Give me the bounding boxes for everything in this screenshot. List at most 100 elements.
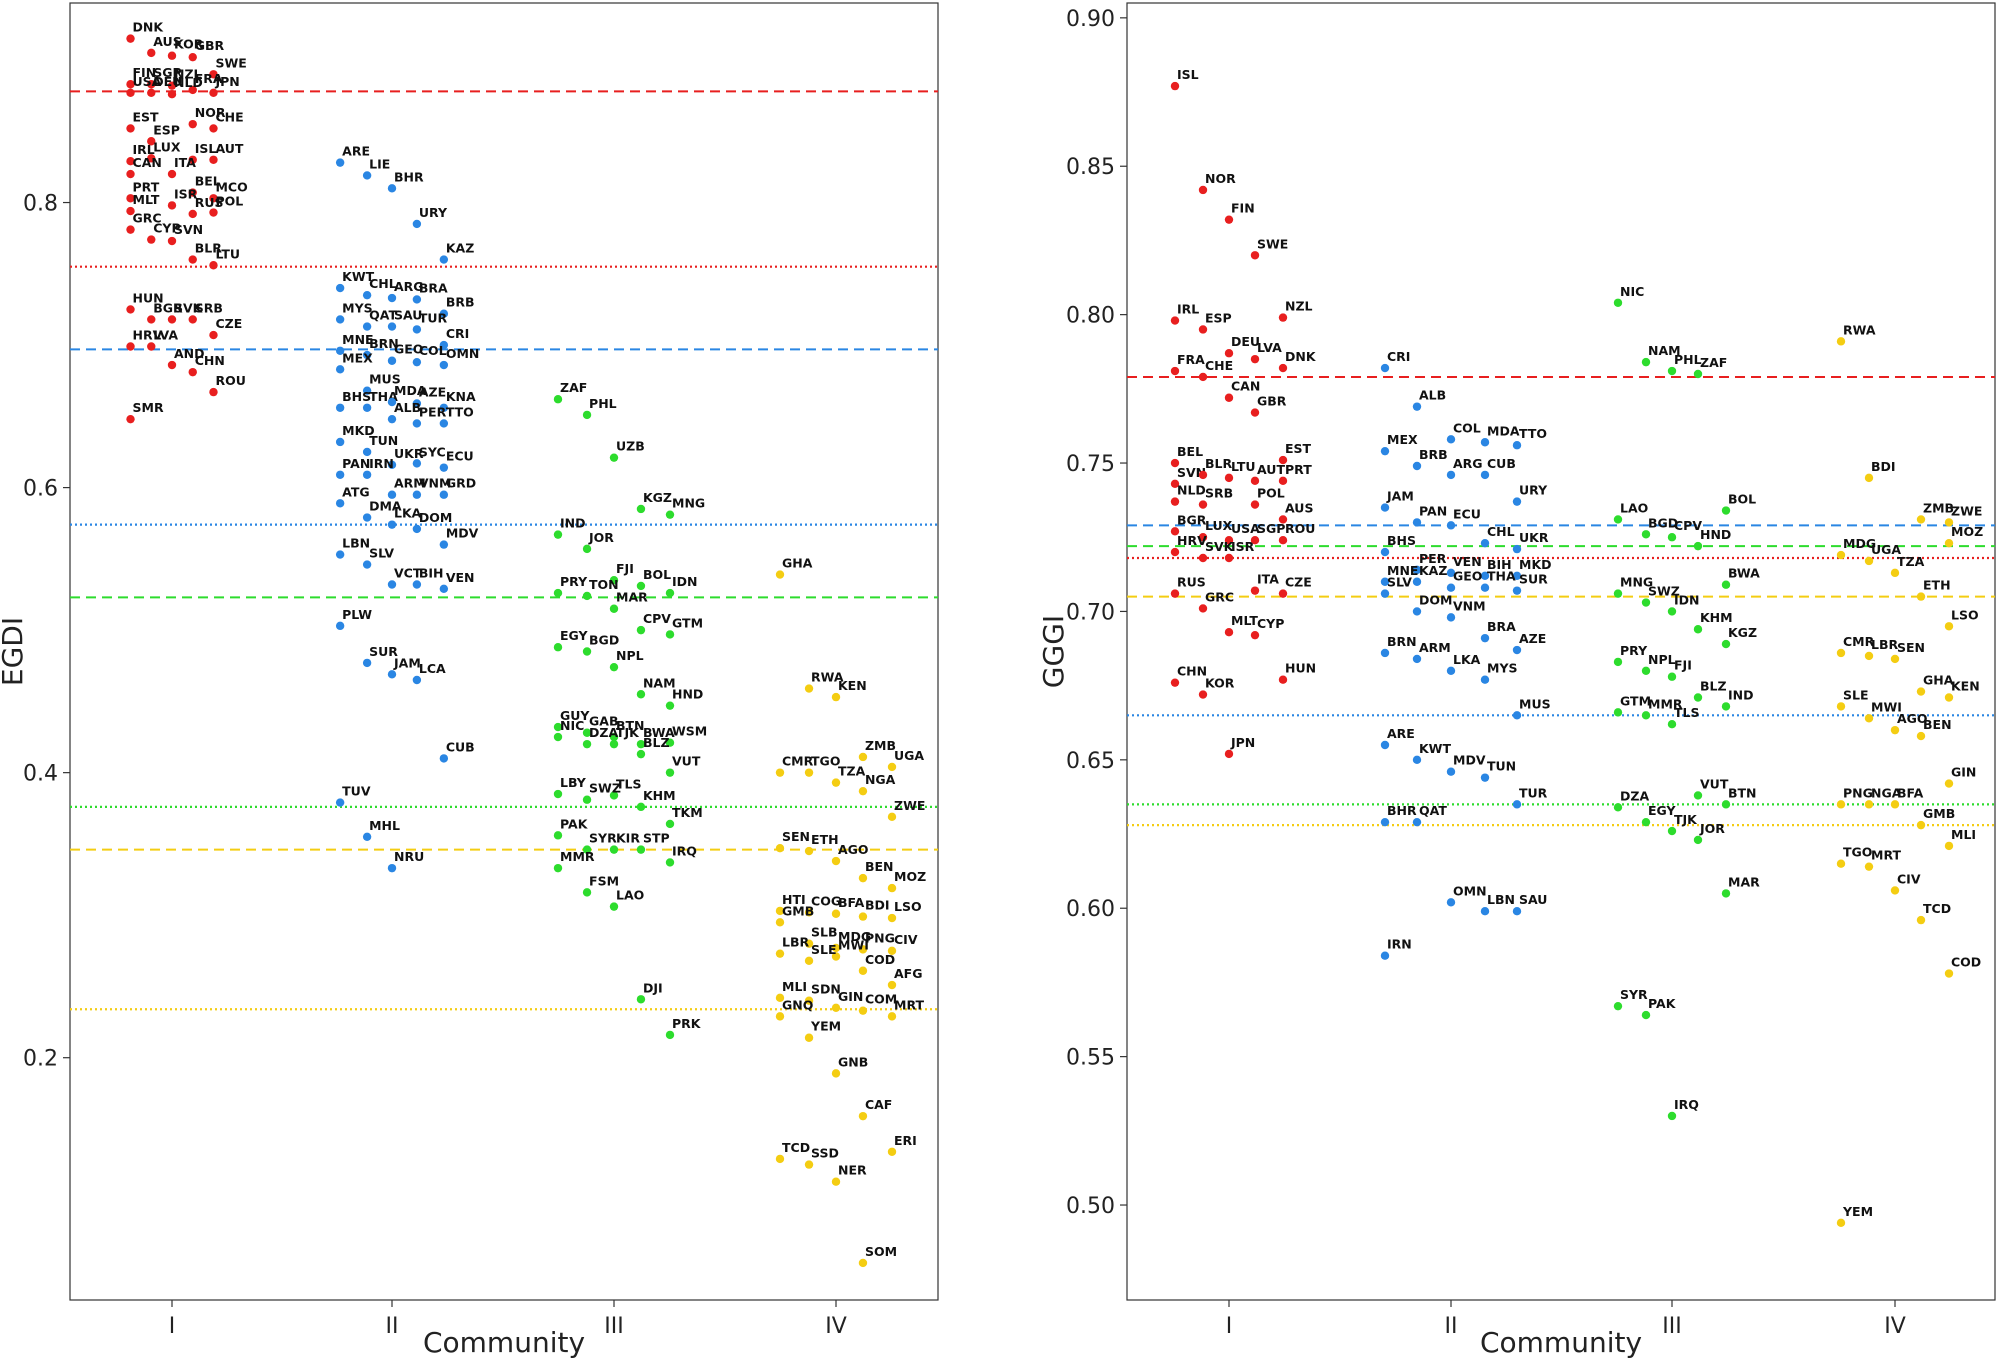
data-point-caf: [858, 1111, 868, 1121]
data-point-lbr: [1864, 651, 1874, 661]
data-point-dom: [412, 524, 422, 534]
point-label-khm: KHM: [1700, 610, 1733, 625]
data-point-mhl: [362, 832, 372, 841]
point-label-are: ARE: [1387, 726, 1415, 741]
data-point-ukr: [1512, 544, 1522, 554]
data-point-che: [1198, 372, 1208, 382]
point-label-cod: COD: [865, 952, 895, 967]
data-point-irq: [665, 858, 675, 867]
data-point-bih: [1480, 571, 1490, 581]
point-label-gin: GIN: [1951, 765, 1976, 780]
data-point-bel: [1170, 458, 1180, 468]
point-label-tza: TZA: [1897, 554, 1925, 569]
point-label-ltu: LTU: [1231, 459, 1256, 474]
point-label-zaf: ZAF: [560, 380, 587, 395]
point-label-usa: USA: [1231, 521, 1260, 536]
data-point-ken: [831, 692, 841, 702]
data-point-lao: [609, 902, 619, 911]
point-label-nru: NRU: [394, 849, 424, 864]
data-point-lux: [1198, 533, 1208, 542]
data-point-png: [1836, 800, 1846, 809]
point-label-fji: FJI: [1674, 658, 1692, 673]
data-point-ven: [439, 584, 449, 593]
point-label-mwi: MWI: [1871, 699, 1902, 714]
data-point-arm: [387, 490, 397, 499]
point-label-bih: BIH: [419, 566, 444, 581]
data-point-omn: [439, 360, 449, 370]
data-point-slv: [362, 560, 372, 569]
point-label-kna: KNA: [446, 389, 476, 404]
point-label-chl: CHL: [369, 276, 397, 291]
point-label-dnk: DNK: [133, 20, 165, 35]
point-label-kwt: KWT: [342, 269, 374, 284]
data-point-jor: [1693, 835, 1703, 845]
point-label-kgz: KGZ: [643, 490, 672, 505]
point-label-arm: ARM: [394, 476, 426, 491]
point-label-ner: NER: [838, 1163, 867, 1178]
data-point-civ: [1890, 886, 1900, 895]
point-label-bhs: BHS: [1387, 533, 1416, 548]
data-point-hti: [775, 906, 785, 916]
data-point-civ: [887, 946, 897, 956]
point-label-cri: CRI: [446, 326, 469, 341]
data-point-deu: [147, 88, 156, 97]
data-point-per: [1412, 565, 1422, 575]
point-label-fra: FRA: [1177, 352, 1205, 367]
point-label-rou: ROU: [1285, 521, 1315, 536]
point-label-vut: VUT: [1700, 776, 1729, 791]
data-point-kwt: [1412, 755, 1422, 765]
point-label-esp: ESP: [153, 122, 180, 137]
point-label-lso: LSO: [894, 899, 922, 914]
point-label-hnd: HND: [1700, 527, 1731, 542]
point-label-gbr: GBR: [1257, 394, 1287, 409]
point-label-pan: PAN: [1419, 503, 1447, 518]
data-point-ken: [1944, 693, 1954, 702]
data-point-bra: [1480, 633, 1490, 643]
x-axis-label: Community: [423, 1326, 585, 1359]
data-point-ssd: [804, 1160, 814, 1169]
data-point-est: [126, 124, 135, 133]
data-point-col: [1446, 435, 1456, 444]
data-point-vnm: [412, 490, 422, 499]
data-point-mys: [1480, 675, 1490, 684]
data-point-cog: [804, 908, 814, 917]
data-point-tha: [1480, 583, 1490, 592]
y-tick-label: 0.65: [1066, 749, 1115, 774]
data-point-brn: [1380, 648, 1390, 658]
point-label-syr: SYR: [1620, 987, 1648, 1002]
point-label-aze: AZE: [1519, 631, 1546, 646]
data-point-fji: [1667, 672, 1677, 681]
point-label-civ: CIV: [1897, 871, 1921, 886]
point-label-cub: CUB: [446, 739, 475, 754]
point-label-egy: EGY: [1648, 803, 1677, 818]
y-tick-label: 0.85: [1066, 155, 1115, 180]
point-label-nzl: NZL: [1285, 299, 1313, 314]
data-point-gmb: [1916, 820, 1926, 830]
point-label-cpv: CPV: [1674, 518, 1702, 533]
point-label-zwe: ZWE: [894, 798, 925, 813]
y-axis-label: GGGI: [1037, 615, 1070, 688]
data-point-rus: [188, 209, 197, 219]
point-label-tcd: TCD: [782, 1140, 810, 1155]
point-label-pak: PAK: [1648, 996, 1677, 1011]
point-label-dom: DOM: [1419, 592, 1452, 607]
data-point-ven: [1446, 568, 1456, 578]
point-label-aut: AUT: [215, 141, 243, 156]
point-label-alb: ALB: [1419, 388, 1446, 403]
point-label-uzb: UZB: [616, 439, 645, 454]
data-point-bgr: [1170, 527, 1180, 536]
point-label-swe: SWE: [215, 55, 246, 70]
point-label-arg: ARG: [394, 279, 424, 294]
point-label-tur: TUR: [419, 310, 448, 325]
data-point-tun: [1480, 773, 1490, 782]
data-point-cri: [1380, 363, 1390, 373]
point-label-uga: UGA: [1871, 542, 1901, 557]
point-label-mda: MDA: [394, 383, 427, 398]
data-point-syr: [582, 845, 592, 854]
y-tick-label: 0.4: [23, 762, 58, 787]
point-label-ssd: SSD: [811, 1146, 839, 1161]
point-label-com: COM: [865, 992, 897, 1007]
point-label-lby: LBY: [560, 775, 587, 790]
data-point-gbr: [1250, 408, 1260, 417]
